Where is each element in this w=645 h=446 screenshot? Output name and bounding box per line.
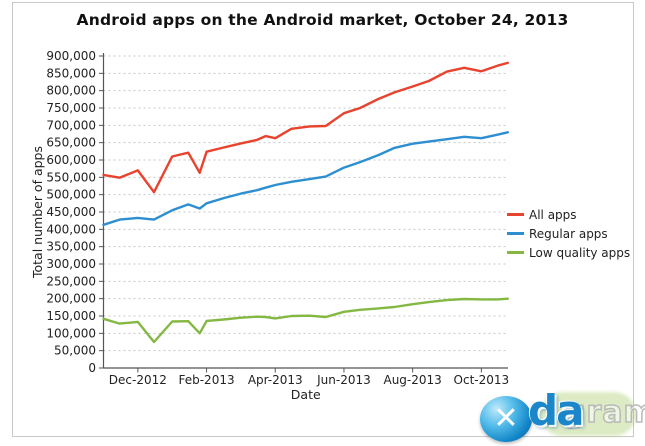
series-line-regular-apps: [102, 131, 509, 227]
y-tick-label: 500,000: [46, 188, 96, 202]
series-line-low-quality-apps: [102, 297, 509, 344]
xda-watermark: gram ✕ da: [478, 386, 645, 446]
watermark-da-text: da: [528, 386, 584, 435]
x-tick-label: Feb-2013: [178, 373, 234, 387]
legend-label-low-quality-apps: Low quality apps: [529, 245, 631, 260]
y-tick-label: 850,000: [46, 66, 96, 80]
y-axis-title: Total number of apps: [30, 146, 45, 279]
legend-item-all-apps: All apps: [507, 205, 630, 224]
watermark-green-shape: [540, 392, 636, 436]
y-tick-label: 150,000: [46, 309, 96, 323]
chart-title: Android apps on the Android market, Octo…: [76, 11, 569, 29]
x-tick-label: Oct-2013: [454, 373, 510, 387]
xda-x-glyph: ✕: [493, 401, 519, 436]
legend-label-all-apps: All apps: [529, 207, 577, 222]
legend-line-swatch-regular-apps: [507, 232, 524, 235]
x-tick-label: Apr-2013: [248, 373, 303, 387]
series-line-all-apps: [102, 61, 509, 194]
y-tick-label: 350,000: [46, 240, 96, 254]
x-tick-label: Aug-2013: [383, 373, 441, 387]
y-tick-label: 650,000: [46, 136, 96, 150]
legend-label-regular-apps: Regular apps: [529, 226, 608, 241]
y-tick-label: 0: [88, 361, 96, 375]
x-axis-title: Date: [291, 387, 321, 402]
y-tick-label: 800,000: [46, 84, 96, 98]
y-tick-label: 250,000: [46, 274, 96, 288]
chart-frame: [12, 2, 634, 437]
y-tick-label: 300,000: [46, 257, 96, 271]
legend-item-regular-apps: Regular apps: [507, 224, 630, 243]
legend-item-low-quality-apps: Low quality apps: [507, 243, 630, 262]
x-tick-label: Dec-2012: [109, 373, 167, 387]
x-tick-label: Jun-2013: [316, 373, 371, 387]
xda-globe-icon: ✕: [480, 396, 532, 442]
legend: All apps Regular apps Low quality apps: [507, 205, 630, 262]
y-tick-label: 450,000: [46, 205, 96, 219]
legend-line-swatch-low-quality-apps: [507, 251, 524, 254]
y-tick-label: 400,000: [46, 222, 96, 236]
y-tick-label: 700,000: [46, 118, 96, 132]
y-tick-label: 750,000: [46, 101, 96, 115]
y-tick-label: 200,000: [46, 292, 96, 306]
legend-line-swatch-all-apps: [507, 213, 524, 216]
y-tick-label: 600,000: [46, 153, 96, 167]
y-tick-label: 900,000: [46, 49, 96, 63]
y-tick-label: 50,000: [54, 344, 96, 358]
y-tick-label: 100,000: [46, 326, 96, 340]
watermark-faded-text: gram: [563, 394, 645, 431]
y-tick-label: 550,000: [46, 170, 96, 184]
